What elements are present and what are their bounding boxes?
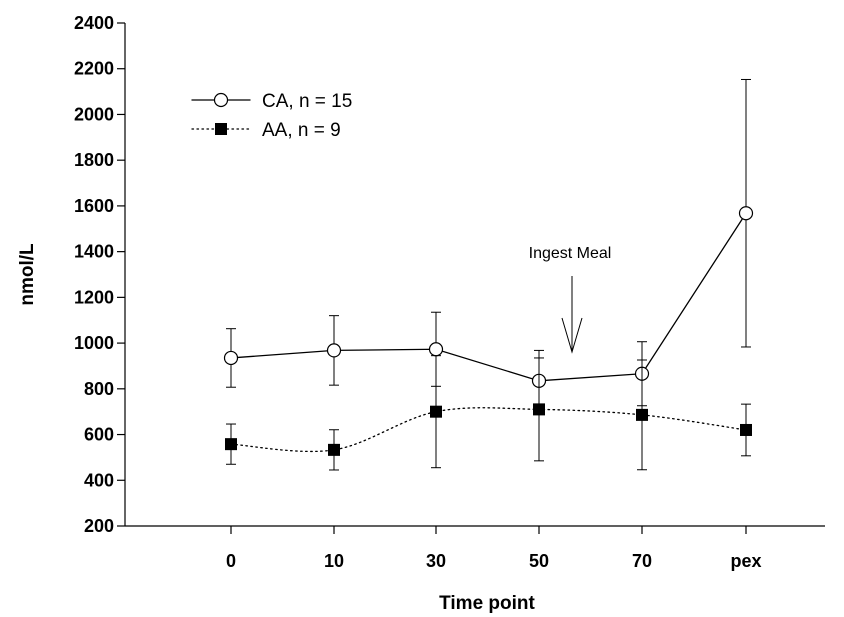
x-tick-label: 70: [632, 551, 652, 571]
x-axis-title: Time point: [439, 593, 535, 614]
y-axis-title: nmol/L: [17, 243, 38, 306]
x-tick-label: pex: [730, 551, 761, 571]
data-point: [533, 403, 545, 416]
legend: CA, n = 15 AA, n = 9: [191, 91, 352, 141]
data-point: [740, 423, 752, 436]
y-tick-label: 200: [84, 516, 114, 536]
y-tick-label: 1000: [74, 333, 114, 353]
series-line: [230, 407, 747, 453]
y-tick-label: 1600: [74, 196, 114, 216]
x-tick-label: 30: [426, 551, 446, 571]
x-tick-label: 0: [226, 551, 236, 571]
legend-label: CA, n = 15: [262, 91, 352, 112]
y-tick-label: 1800: [74, 150, 114, 170]
data-point: [430, 405, 442, 418]
axes: 200 400 600 800 1000 1200 1400 1600 1800 2000 2200…: [17, 13, 825, 614]
y-tick-label: 2200: [74, 59, 114, 79]
y-tick-label: 2000: [74, 104, 114, 124]
data-point: [328, 443, 340, 456]
y-tick-label: 600: [84, 425, 114, 445]
legend-marker: [213, 92, 229, 108]
legend-marker: [215, 123, 227, 135]
y-tick-label: 800: [84, 379, 114, 399]
series-1: [225, 355, 752, 471]
data-point: [636, 408, 648, 421]
y-tick-label: 2400: [74, 13, 114, 33]
data-point: [738, 206, 754, 221]
x-tick-label: 50: [529, 551, 549, 571]
x-tick-label: 10: [324, 551, 344, 571]
series-layer: [223, 78, 754, 471]
series-line: [230, 212, 747, 382]
annotation-layer: Ingest Meal: [529, 245, 612, 354]
data-point: [225, 438, 237, 451]
y-tick-label: 1400: [74, 242, 114, 262]
annotation-arrow-head: [561, 317, 583, 354]
legend-label: AA, n = 9: [262, 120, 341, 141]
data-point: [428, 342, 444, 357]
y-tick-label: 400: [84, 470, 114, 490]
data-point: [223, 350, 239, 366]
annotation-text: Ingest Meal: [529, 245, 612, 262]
data-point: [326, 343, 342, 358]
y-tick-label: 1200: [74, 287, 114, 307]
